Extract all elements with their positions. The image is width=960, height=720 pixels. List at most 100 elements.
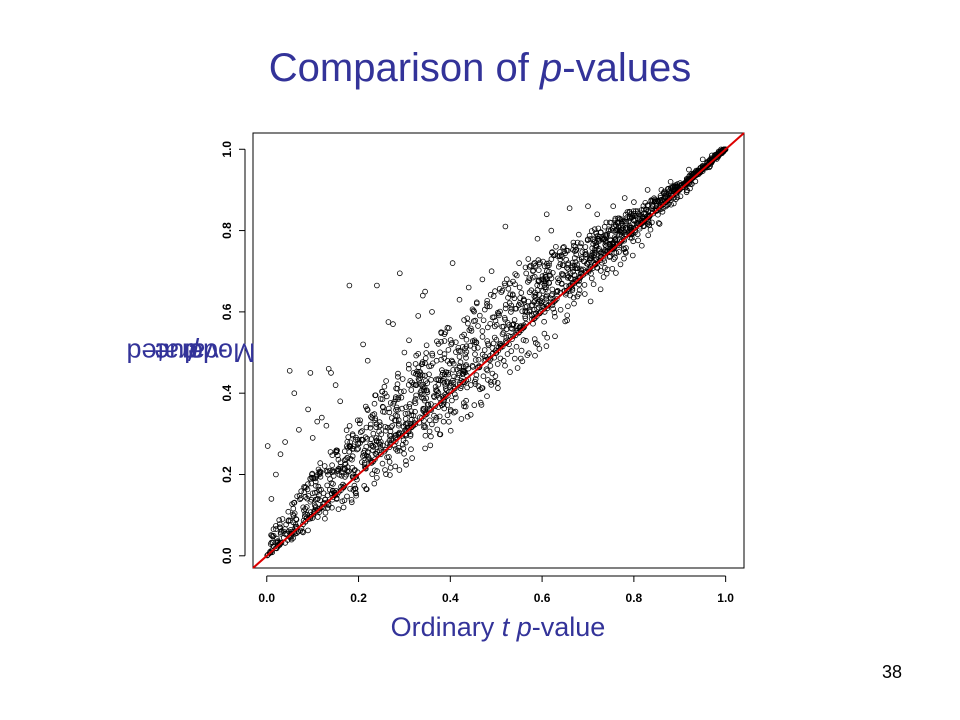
scatter-point <box>597 230 604 236</box>
scatter-point <box>395 396 401 402</box>
scatter-point-outlier <box>305 406 311 413</box>
scatter-point <box>505 285 512 292</box>
scatter-point <box>532 295 539 301</box>
scatter-point <box>363 424 370 431</box>
scatter-point <box>353 434 359 441</box>
scatter-point <box>577 243 583 250</box>
scatter-point-outlier <box>282 439 288 445</box>
slide-title-suffix: -values <box>562 46 692 90</box>
scatter-point <box>654 197 661 204</box>
scatter-point <box>557 249 563 255</box>
scatter-point <box>555 263 562 270</box>
scatter-point <box>502 305 509 312</box>
scatter-point <box>389 422 395 429</box>
y-tick-label: 1.0 <box>220 141 234 158</box>
scatter-point <box>373 424 379 430</box>
scatter-point <box>423 395 430 402</box>
scatter-point <box>426 417 433 424</box>
scatter-point <box>457 359 464 366</box>
scatter-point <box>357 417 363 424</box>
scatter-point <box>445 371 452 378</box>
scatter-point <box>588 228 595 234</box>
scatter-point <box>484 367 491 374</box>
scatter-point <box>493 321 500 328</box>
scatter-point <box>522 315 529 322</box>
scatter-point <box>356 420 363 427</box>
scatter-point <box>623 250 629 256</box>
scatter-point-outlier <box>291 390 298 397</box>
scatter-point <box>628 229 635 235</box>
scatter-point <box>361 452 368 459</box>
scatter-point <box>460 364 467 370</box>
scatter-point <box>293 530 300 536</box>
scatter-point <box>720 148 727 155</box>
scatter-point <box>567 283 574 289</box>
scatter-point <box>667 195 673 202</box>
scatter-point <box>399 441 406 448</box>
scatter-point <box>442 383 449 389</box>
scatter-point <box>472 351 478 358</box>
scatter-point <box>348 496 355 503</box>
scatter-point <box>386 459 393 465</box>
scatter-point <box>434 426 441 433</box>
scatter-point <box>520 296 527 303</box>
scatter-point <box>546 272 553 279</box>
scatter-point <box>502 282 509 289</box>
scatter-point-outlier <box>610 203 616 210</box>
scatter-point <box>427 442 434 449</box>
scatter-point <box>467 382 474 388</box>
scatter-point <box>398 394 405 401</box>
scatter-point <box>476 312 483 319</box>
scatter-point <box>364 449 371 455</box>
scatter-point <box>395 444 402 451</box>
scatter-point <box>408 446 414 453</box>
scatter-point <box>532 297 538 304</box>
scatter-point-outlier <box>360 341 366 348</box>
scatter-point <box>526 277 532 284</box>
scatter-point <box>568 275 574 282</box>
scatter-point <box>434 392 440 399</box>
scatter-point <box>467 342 474 349</box>
scatter-point <box>578 266 584 273</box>
scatter-point <box>395 417 402 423</box>
scatter-point <box>464 384 470 391</box>
scatter-point <box>399 376 406 382</box>
scatter-point <box>659 209 666 215</box>
scatter-point <box>562 318 568 325</box>
scatter-point <box>563 283 569 289</box>
scatter-point <box>471 345 478 352</box>
scatter-point <box>392 435 399 441</box>
scatter-point <box>290 505 297 512</box>
scatter-point <box>479 351 486 358</box>
x-axis-title-part-1: Ordinary <box>390 612 502 642</box>
scatter-point <box>500 323 507 330</box>
scatter-point <box>489 370 496 377</box>
scatter-point <box>479 334 486 340</box>
scatter-point <box>309 471 315 478</box>
scatter-point <box>321 463 328 469</box>
scatter-point <box>541 263 548 270</box>
scatter-point <box>462 345 468 352</box>
scatter-point <box>405 361 412 368</box>
scatter-point <box>611 223 617 230</box>
scatter-point <box>344 454 351 461</box>
scatter-point <box>620 245 627 252</box>
y-tick-label: 0.6 <box>220 303 234 320</box>
scatter-point <box>296 492 303 499</box>
scatter-point <box>363 486 370 493</box>
scatter-point <box>673 196 679 202</box>
scatter-point <box>546 268 552 275</box>
scatter-point <box>305 527 311 534</box>
scatter-point <box>380 404 386 411</box>
scatter-point <box>394 385 401 392</box>
scatter-point <box>467 325 474 332</box>
scatter-point-outlier <box>410 370 417 376</box>
scatter-point <box>429 352 436 359</box>
scatter-point <box>386 454 392 460</box>
x-axis-title-part-3 <box>509 612 517 642</box>
scatter-point <box>335 506 342 513</box>
x-axis-title-part-4: p <box>516 612 532 642</box>
scatter-point <box>471 378 478 385</box>
scatter-point-outlier <box>422 288 428 295</box>
scatter-point <box>531 311 537 317</box>
